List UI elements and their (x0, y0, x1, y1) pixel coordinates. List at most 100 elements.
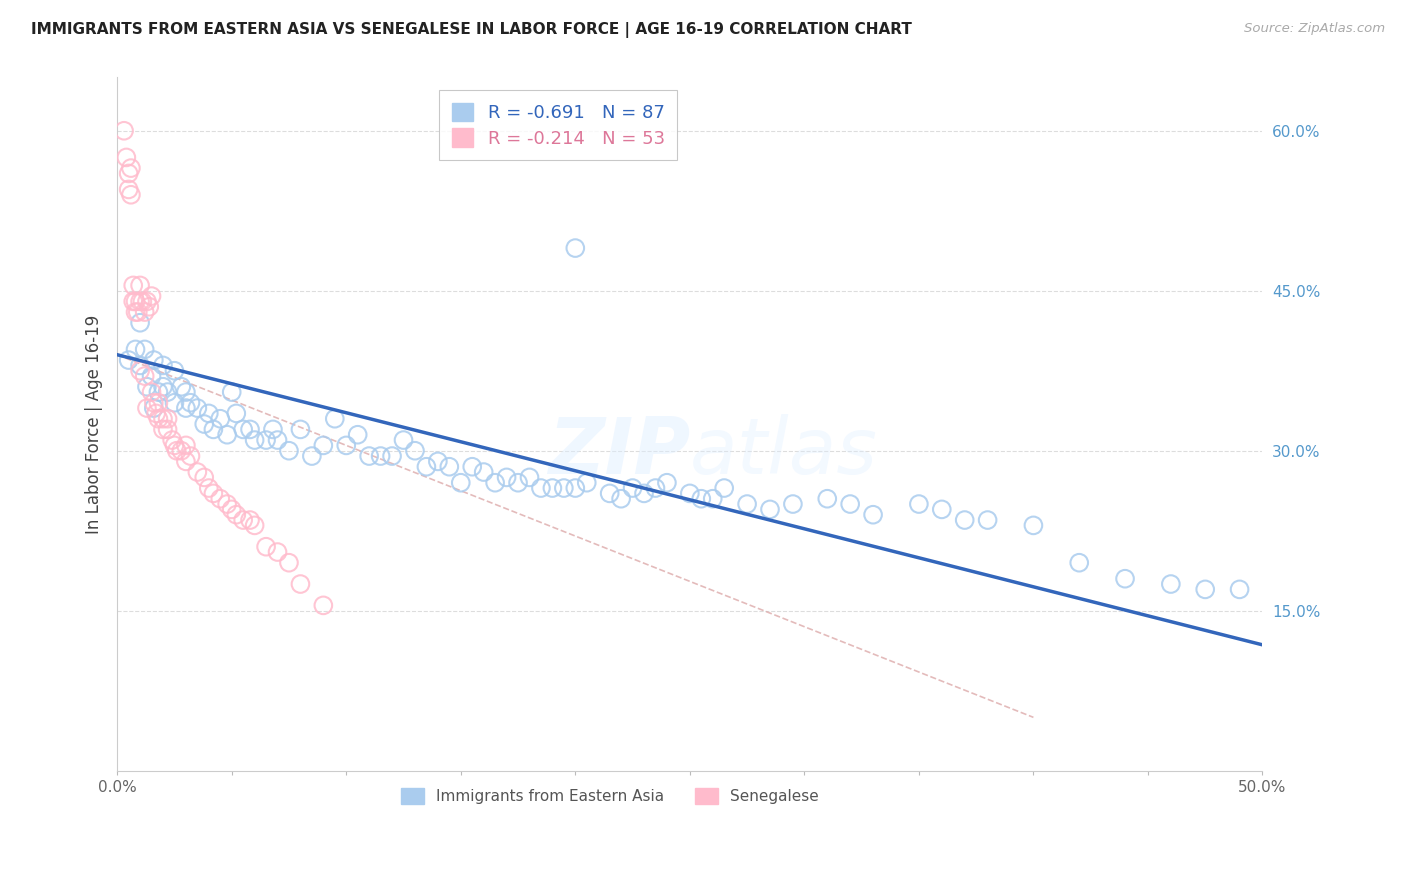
Point (152, 359, 174, 373)
Point (217, 497, 239, 511)
Point (198, 406, 221, 420)
Point (564, 481, 586, 495)
Point (142, 353, 165, 368)
Point (217, 427, 239, 442)
Point (124, 294, 146, 309)
Point (312, 438, 335, 452)
Point (117, 166, 139, 180)
Point (148, 385, 170, 400)
Point (138, 300, 160, 314)
Point (124, 305, 146, 319)
Point (519, 470, 541, 484)
Point (129, 294, 152, 309)
Point (142, 395, 165, 409)
Point (170, 443, 193, 458)
Point (335, 438, 357, 452)
Point (415, 459, 437, 474)
Point (141, 369, 163, 384)
Text: atlas: atlas (690, 414, 877, 490)
Point (170, 380, 193, 394)
Point (129, 278, 152, 293)
Point (301, 449, 323, 463)
Point (450, 475, 472, 490)
Point (152, 380, 174, 394)
Point (644, 481, 666, 495)
Point (782, 497, 804, 511)
Point (232, 513, 254, 527)
Point (209, 411, 232, 425)
Point (122, 278, 145, 293)
Point (426, 454, 449, 468)
Point (156, 411, 179, 425)
Point (225, 406, 247, 420)
Point (148, 411, 170, 425)
Point (1069, 556, 1091, 570)
Point (404, 443, 426, 458)
Point (323, 411, 346, 425)
Point (152, 411, 174, 425)
Point (156, 422, 179, 436)
Point (124, 343, 146, 357)
Point (160, 433, 183, 447)
Point (759, 502, 782, 516)
Point (1229, 582, 1251, 597)
Point (174, 385, 197, 400)
Point (553, 481, 575, 495)
Point (202, 422, 225, 436)
Point (633, 486, 655, 500)
Point (381, 449, 404, 463)
Point (392, 433, 415, 447)
Point (117, 353, 139, 368)
Point (129, 359, 152, 373)
Point (254, 540, 277, 554)
Point (202, 486, 225, 500)
Point (575, 475, 598, 490)
Point (266, 433, 288, 447)
Point (530, 481, 553, 495)
Point (166, 443, 188, 458)
Point (174, 438, 197, 452)
Point (564, 241, 586, 255)
Point (908, 497, 931, 511)
Point (145, 406, 167, 420)
Point (370, 449, 392, 463)
Point (221, 385, 243, 400)
Point (127, 305, 149, 319)
Point (278, 443, 301, 458)
Point (839, 497, 862, 511)
Point (1194, 582, 1216, 597)
Point (179, 395, 201, 409)
Point (953, 513, 976, 527)
Point (120, 161, 142, 175)
Legend: Immigrants from Eastern Asia, Senegalese: Immigrants from Eastern Asia, Senegalese (389, 778, 830, 815)
Point (690, 491, 713, 506)
Point (174, 401, 197, 415)
Point (156, 385, 179, 400)
Point (122, 294, 145, 309)
Point (131, 294, 153, 309)
Point (266, 545, 288, 559)
Point (141, 289, 163, 303)
Point (129, 364, 152, 378)
Point (141, 385, 163, 400)
Point (599, 486, 621, 500)
Point (136, 294, 159, 309)
Point (312, 599, 335, 613)
Point (262, 422, 284, 436)
Point (174, 454, 197, 468)
Point (472, 465, 495, 479)
Point (152, 422, 174, 436)
Point (1114, 572, 1136, 586)
Point (243, 433, 266, 447)
Point (290, 422, 312, 436)
Point (655, 475, 678, 490)
Point (735, 497, 758, 511)
Point (679, 486, 702, 500)
Point (976, 513, 998, 527)
Point (1160, 577, 1182, 591)
Point (815, 491, 838, 506)
Point (134, 343, 156, 357)
Point (163, 364, 186, 378)
Point (193, 470, 215, 484)
Point (254, 433, 277, 447)
